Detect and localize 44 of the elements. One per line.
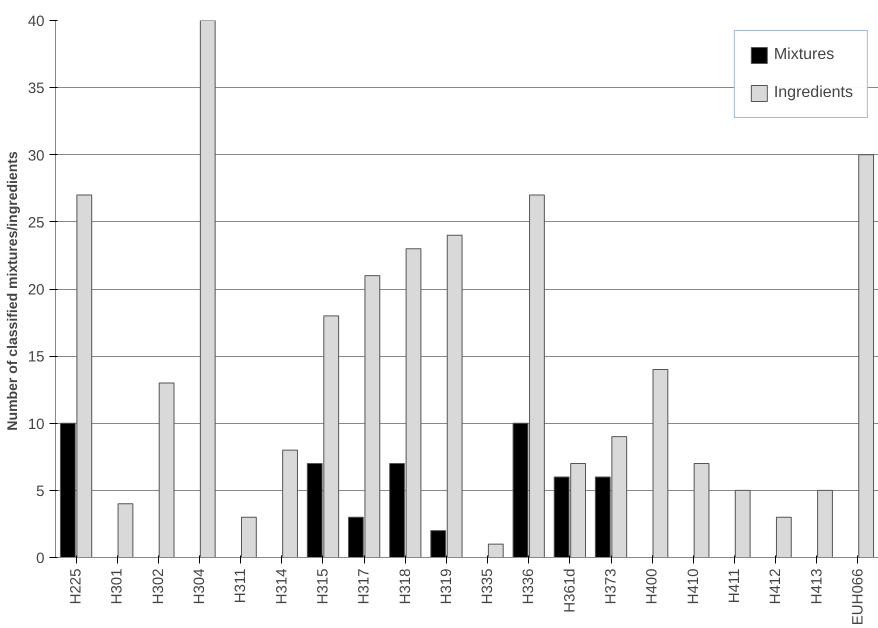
legend-label: Mixtures: [774, 46, 834, 64]
y-tick-label: 35: [28, 80, 45, 98]
bar: [858, 154, 874, 558]
x-tick-label: H225: [68, 568, 85, 604]
bar: [158, 382, 175, 558]
y-tick-label: 15: [28, 348, 45, 366]
y-tick-label: 0: [36, 550, 44, 567]
y-tick-label: 40: [28, 13, 45, 30]
x-tick-label: H335: [479, 568, 496, 604]
x-tick-label: H411: [726, 568, 743, 604]
bar: [241, 516, 257, 558]
x-tick-label: H410: [684, 568, 702, 604]
x-tick-label: H317: [356, 568, 373, 604]
x-tick-label: H336: [520, 568, 538, 604]
x-tick-label: H302: [150, 568, 167, 604]
x-tick-label: H314: [273, 568, 290, 604]
x-tick-label: H319: [438, 568, 455, 604]
bar: [282, 450, 298, 558]
x-tick-label: H304: [191, 568, 208, 604]
legend-label: Ingredients: [774, 84, 853, 102]
y-tick-label: 10: [28, 416, 45, 433]
bar: [652, 369, 668, 558]
x-tick-label: H318: [396, 568, 414, 604]
bar: [776, 516, 792, 558]
bar: [200, 20, 216, 558]
x-tick-label: H311: [232, 568, 250, 604]
bar: [817, 490, 833, 558]
y-tick-label: 25: [28, 214, 45, 232]
y-tick-label: 5: [36, 482, 44, 500]
y-axis-title: Number of classified mixtures/ingredients: [4, 151, 20, 431]
bar: [734, 490, 751, 558]
x-tick-label: H412: [767, 568, 784, 604]
bar: [488, 544, 504, 558]
y-tick-label: 20: [28, 282, 45, 298]
x-tick-label: H361d: [561, 568, 578, 613]
x-tick-label: H315: [314, 568, 332, 604]
x-tick-label: H301: [108, 568, 126, 604]
x-tick-label: H400: [644, 568, 661, 604]
x-tick-label: H373: [602, 568, 620, 604]
y-tick-label: 30: [28, 147, 45, 164]
bar: [694, 463, 710, 558]
x-tick-label: EUH066: [849, 568, 866, 626]
x-tick-label: H413: [808, 568, 826, 604]
bar: [118, 503, 134, 558]
